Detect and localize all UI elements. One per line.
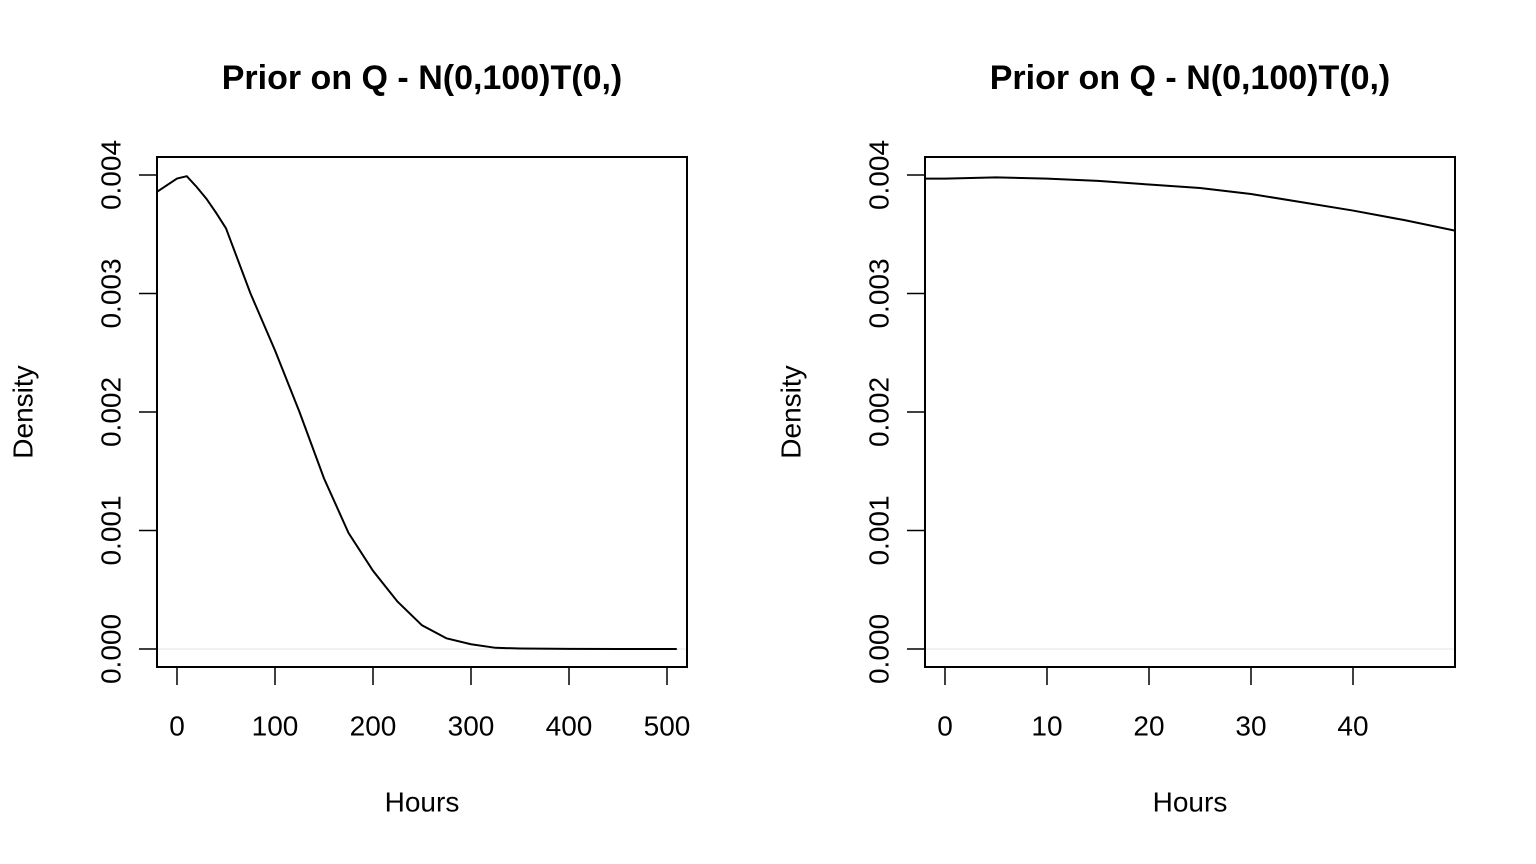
plot-frame [924,156,1456,668]
x-tick-label: 0 [937,710,953,741]
x-axis-label: Hours [1153,786,1228,817]
chart-panel: Prior on Q - N(0,100)T(0,) Hours Density 0 1… [775,59,1456,817]
x-tick-label: 40 [1337,710,1368,741]
x-tick-label: 10 [1031,710,1062,741]
y-tick-label: 0.004 [863,140,894,210]
y-tick-label: 0.001 [863,495,894,565]
y-axis-label: Density [775,365,806,458]
x-tick-label: 100 [252,710,299,741]
y-axis-label: Density [7,365,38,458]
x-tick-label: 300 [448,710,495,741]
chart-title: Prior on Q - N(0,100)T(0,) [990,59,1391,97]
y-tick-label: 0.002 [863,377,894,447]
y-tick-label: 0.000 [95,614,126,684]
y-tick-label: 0.003 [863,258,894,328]
x-tick-label: 20 [1133,710,1164,741]
y-tick-label: 0.004 [95,140,126,210]
x-tick-label: 500 [644,710,691,741]
x-tick-label: 400 [546,710,593,741]
density-line [925,176,1455,232]
plot-frame [156,156,688,668]
y-tick-label: 0.002 [95,377,126,447]
x-tick-label: 30 [1235,710,1266,741]
x-tick-label: 0 [169,710,185,741]
x-axis-label: Hours [385,786,460,817]
y-tick-label: 0.000 [863,614,894,684]
y-tick-label: 0.001 [95,495,126,565]
density-line [157,175,677,650]
y-tick-label: 0.003 [95,258,126,328]
x-tick-label: 200 [350,710,397,741]
chart-title: Prior on Q - N(0,100)T(0,) [222,59,623,97]
chart-panel: Prior on Q - N(0,100)T(0,) Hours Density 0 1… [7,59,690,817]
